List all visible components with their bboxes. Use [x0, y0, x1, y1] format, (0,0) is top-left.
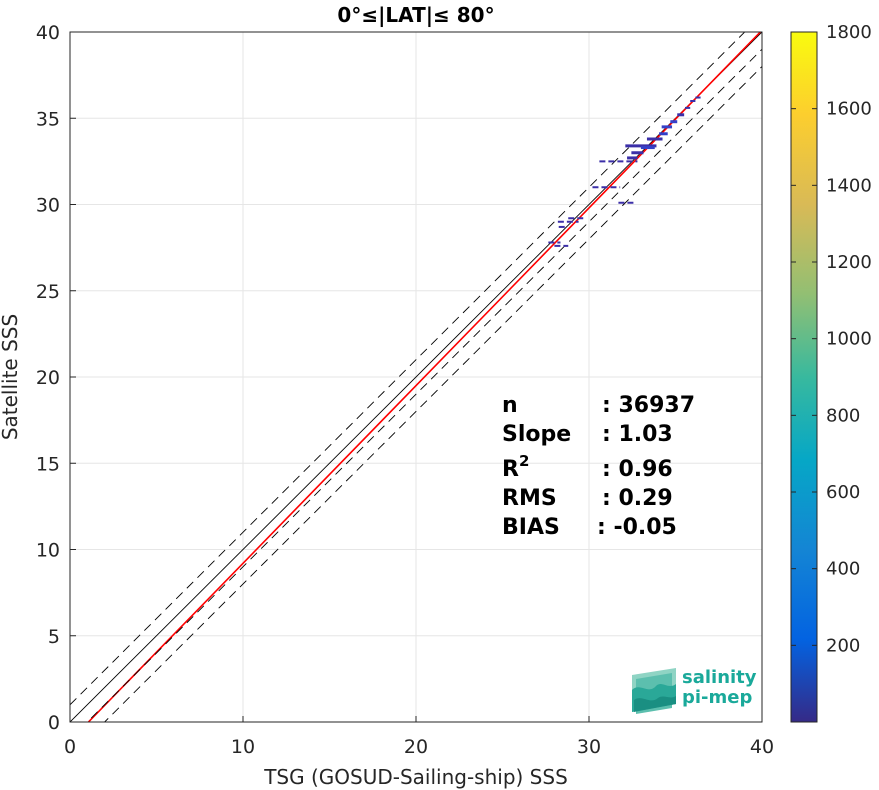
stat-r-letter: R	[502, 457, 519, 482]
colorbar-tick-label-4: 1000	[826, 329, 872, 350]
stat-bias-label: BIAS	[502, 515, 560, 540]
colorbar-tick-label-6: 1400	[826, 175, 872, 196]
colorbar-tick-label-3: 800	[826, 405, 860, 426]
x-axis-label: TSG (GOSUD-Sailing-ship) SSS	[263, 765, 568, 789]
y-tick-label-1: 5	[48, 626, 60, 648]
chart-title: 0°≤|LAT|≤ 80°	[337, 3, 494, 27]
stats-annotation: n : 36937 Slope : 1.03 R2 : 0.96 RMS : 0…	[502, 393, 695, 540]
colorbar-tick-label-8: 1800	[826, 22, 872, 43]
stat-rms-value: : 0.29	[602, 486, 673, 511]
data-points	[548, 96, 701, 247]
stat-r-superscript: 2	[519, 452, 529, 470]
logo-text-salinity: salinity	[682, 667, 757, 688]
x-tick-label-2: 20	[404, 736, 428, 758]
x-tick-label-4: 40	[750, 736, 774, 758]
y-tick-label-7: 35	[36, 108, 60, 130]
colorbar-tick-label-2: 600	[826, 482, 860, 503]
y-axis-label: Satellite SSS	[0, 314, 22, 440]
stat-bias-value: : -0.05	[597, 515, 677, 540]
x-tick-label-1: 10	[231, 736, 255, 758]
stat-r2-value: : 0.96	[602, 457, 673, 482]
stat-slope-value: : 1.03	[602, 422, 673, 447]
colorbar-tick-label-5: 1200	[826, 252, 872, 273]
colorbar	[790, 31, 818, 723]
stat-slope-label: Slope	[502, 422, 571, 447]
wave-logo-icon	[632, 668, 676, 714]
colorbar-tick-label-0: 200	[826, 635, 860, 656]
colorbar-ticks: 200 400 600 800 1000 1200 1400 1600 1800	[791, 22, 872, 656]
colorbar-tick-label-7: 1600	[826, 99, 872, 120]
x-tick-labels: 0 10 20 30 40	[64, 716, 774, 758]
reference-line-offset-2	[70, 32, 746, 706]
stat-r2-label: R2	[502, 452, 529, 482]
reference-line-offset-3	[86, 48, 762, 722]
y-tick-label-8: 40	[36, 22, 60, 44]
salinity-pimep-logo: salinity pi-mep	[632, 667, 757, 714]
x-tick-label-0: 0	[64, 736, 76, 758]
y-tick-label-2: 10	[36, 540, 60, 562]
x-tick-label-3: 30	[577, 736, 601, 758]
stat-n-label: n	[502, 393, 518, 418]
colorbar-tick-label-1: 400	[826, 559, 860, 580]
y-tick-label-6: 30	[36, 195, 60, 217]
stat-rms-label: RMS	[502, 486, 557, 511]
y-tick-label-5: 25	[36, 281, 60, 303]
y-tick-label-0: 0	[48, 712, 60, 734]
y-tick-labels: 0 5 10 15 20 25 30 35 40	[36, 22, 76, 734]
y-tick-label-3: 15	[36, 453, 60, 475]
stat-n-value: : 36937	[602, 393, 695, 418]
y-tick-label-4: 20	[36, 367, 60, 389]
logo-text-pimep: pi-mep	[682, 687, 752, 708]
reference-line-offset-4	[103, 66, 762, 722]
